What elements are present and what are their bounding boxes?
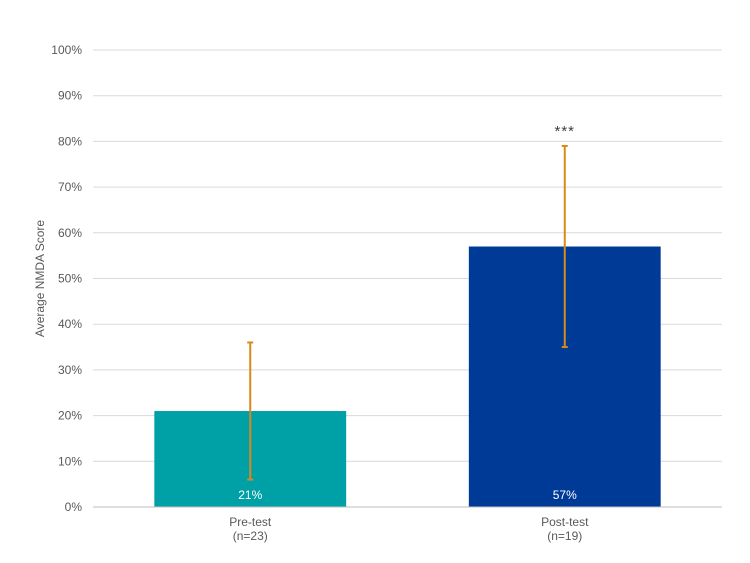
x-category-label: Post-test <box>541 515 589 529</box>
x-category-label: Pre-test <box>229 515 272 529</box>
y-tick-label: 70% <box>58 180 82 194</box>
y-tick-label: 0% <box>65 500 83 514</box>
y-axis-ticks: 0% 10% 20% 30% 40% 50% 60% 70% 80% 90% 100% <box>51 43 82 514</box>
significance-annotation: *** <box>554 123 575 140</box>
y-tick-label: 30% <box>58 363 82 377</box>
y-tick-label: 80% <box>58 134 82 148</box>
x-axis-categories: Pre-test(n=23) Post-test(n=19) <box>229 515 589 543</box>
y-tick-label: 10% <box>58 454 82 468</box>
y-tick-label: 90% <box>58 89 82 103</box>
y-tick-label: 50% <box>58 272 82 286</box>
error-bars <box>247 144 568 481</box>
y-tick-label: 100% <box>51 43 82 57</box>
bar-data-label: 57% <box>553 488 577 502</box>
error-bar <box>247 341 254 481</box>
bar-data-label: 21% <box>238 488 262 502</box>
x-category-sublabel: (n=19) <box>547 529 582 543</box>
data-labels: 21% 57% *** <box>238 123 577 502</box>
y-tick-label: 60% <box>58 226 82 240</box>
y-axis-title: Average NMDA Score <box>33 220 47 337</box>
error-bar <box>561 144 568 349</box>
y-tick-label: 40% <box>58 317 82 331</box>
y-tick-label: 20% <box>58 409 82 423</box>
bars <box>154 246 661 507</box>
x-category-sublabel: (n=23) <box>233 529 268 543</box>
